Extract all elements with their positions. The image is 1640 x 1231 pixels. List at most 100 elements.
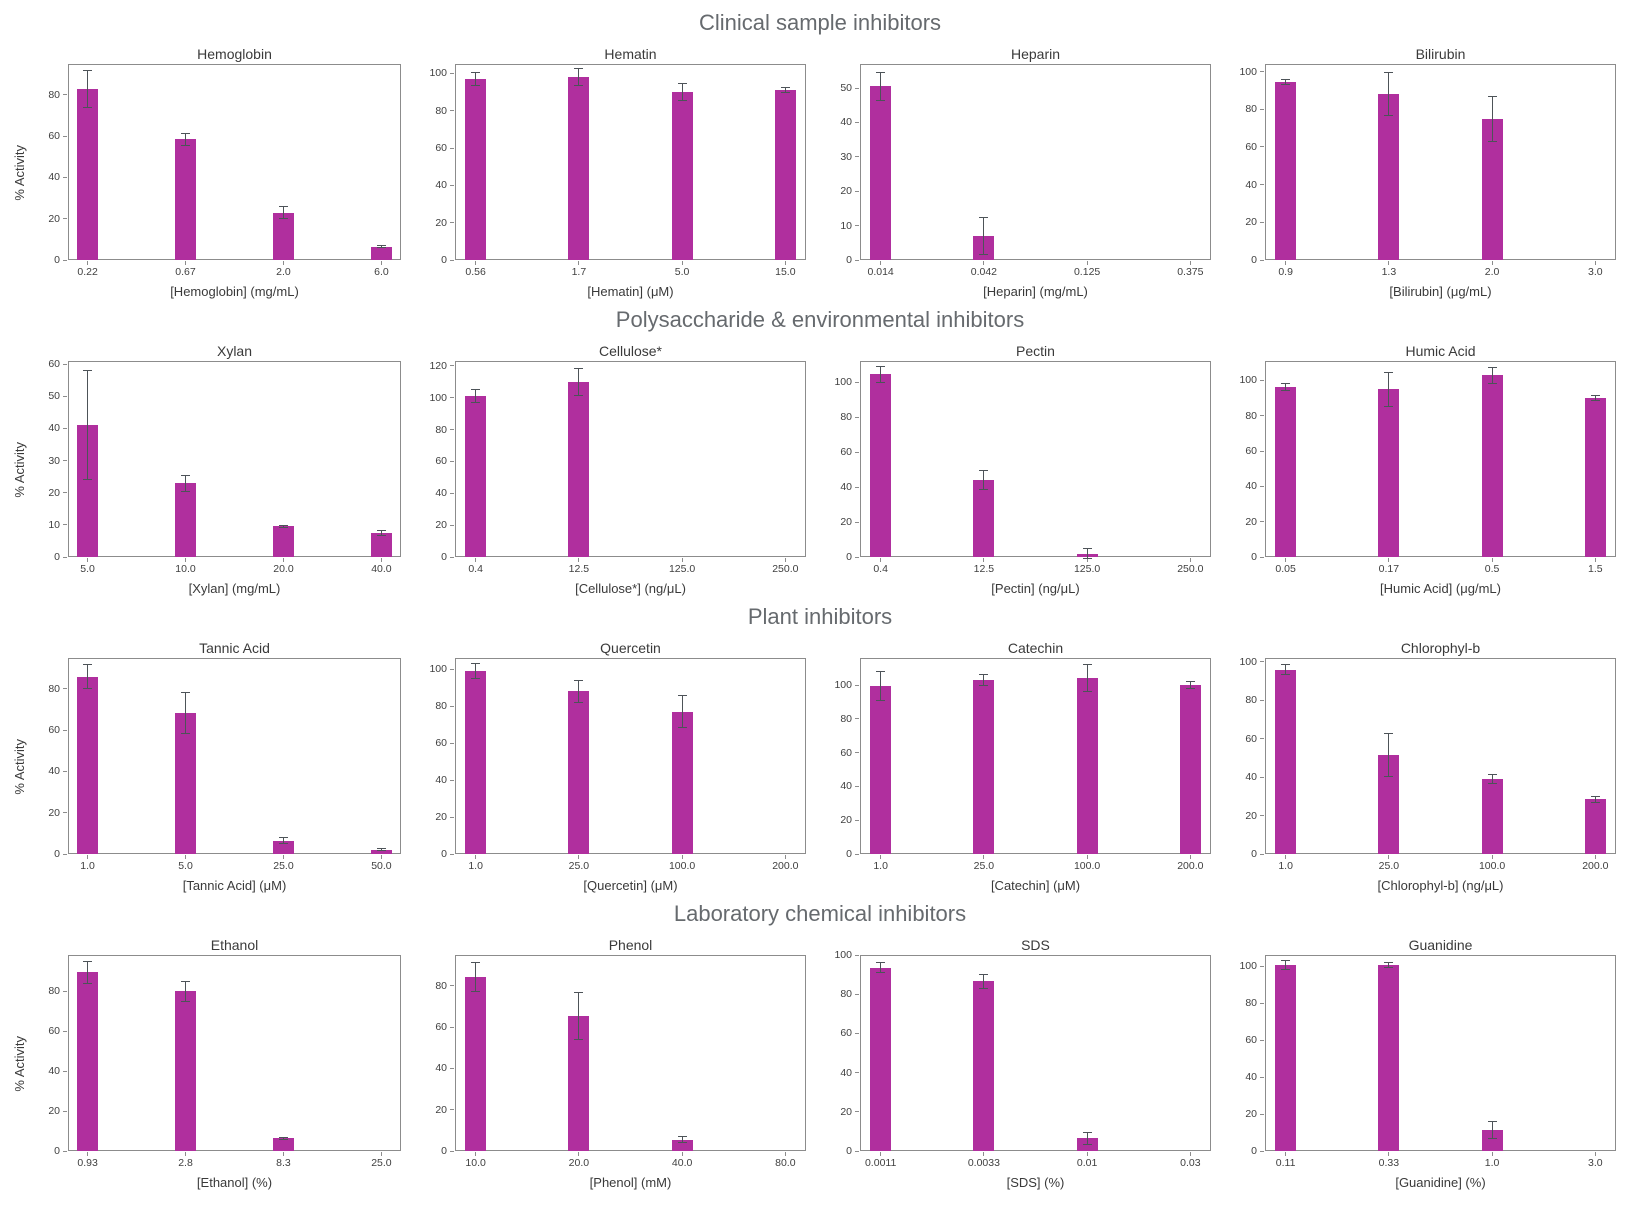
x-tick-mark <box>880 1152 882 1156</box>
x-tick-mark <box>1189 1152 1191 1156</box>
x-tick-mark <box>1086 261 1088 265</box>
y-tick-mark <box>63 135 67 137</box>
section-title: Laboratory chemical inhibitors <box>673 901 967 926</box>
y-tick-mark <box>855 416 859 418</box>
y-tick-mark <box>450 429 454 431</box>
subplot-main: Hemoglobin 0 20 40 60 80 0.22 0.67 2.0 6.0 [Hemogl… <box>28 44 415 301</box>
y-tick-mark <box>63 556 67 558</box>
x-tick-label: 10.0 <box>175 563 196 575</box>
y-tick-label: 60 <box>48 358 60 371</box>
y-tick-mark <box>855 954 859 956</box>
plot-area: 0 20 40 60 80 100 <box>834 949 1211 1157</box>
x-tick-mark <box>87 1152 89 1156</box>
error-bar <box>983 674 985 686</box>
x-axis-label: [Catechin] (μM) <box>990 878 1081 893</box>
y-tick-mark <box>63 395 67 397</box>
error-bar-cap <box>1590 400 1600 402</box>
y-tick-mark <box>1260 415 1264 417</box>
plot-area: 0 20 40 60 80 100 120 <box>429 360 806 563</box>
y-tick-label: 80 <box>1245 694 1257 707</box>
error-bar-cap <box>574 679 584 681</box>
error-bar-cap <box>1487 382 1497 384</box>
bar <box>272 526 294 557</box>
y-axis-label: % Activity <box>11 738 27 795</box>
y-tick-mark <box>63 1070 67 1072</box>
error-bar <box>185 133 187 146</box>
y-tick-mark <box>1260 556 1264 558</box>
error-bar <box>1086 1132 1088 1145</box>
y-tick-mark <box>450 259 454 261</box>
y-axis-label: % Activity <box>11 144 27 201</box>
error-bar <box>578 992 580 1040</box>
error-bar-cap <box>677 99 687 101</box>
error-bar-cap <box>677 726 687 728</box>
y-tick-mark <box>1260 1113 1264 1115</box>
y-tick-label: 0 <box>846 848 852 860</box>
x-tick-label: 125.0 <box>668 563 696 575</box>
error-bar-cap <box>979 987 989 989</box>
x-tick-mark <box>475 1152 477 1156</box>
x-tick-label: 0.11 <box>1275 1157 1296 1169</box>
bar <box>1275 386 1297 557</box>
x-tick-label: 5.0 <box>80 563 95 575</box>
error-bar-cap <box>181 1000 191 1002</box>
y-tick-label: 20 <box>840 516 852 528</box>
x-tick-label: 1.0 <box>1278 860 1293 872</box>
y-tick-label: 60 <box>1245 140 1257 153</box>
chart-title: Xylan <box>216 343 253 359</box>
error-bar <box>1594 395 1596 401</box>
y-tick-label: 40 <box>48 422 60 435</box>
x-tick-mark <box>1594 855 1596 859</box>
x-tick-label: 6.0 <box>374 266 389 278</box>
y-tick-label: 40 <box>840 1066 852 1079</box>
axes-frame <box>68 361 401 557</box>
axes-frame <box>860 658 1211 854</box>
error-bar-cap <box>1384 115 1394 117</box>
x-tick-mark <box>87 855 89 859</box>
bar <box>1275 669 1297 854</box>
error-bar-cap <box>574 367 584 369</box>
subplot-main: Hematin 0 20 40 60 80 100 0.56 1.7 5.0 15.0 [Hemati… <box>415 44 820 301</box>
axes-frame <box>455 64 806 260</box>
section: Laboratory chemical inhibitors % Activity… <box>10 897 1630 1192</box>
y-tick-mark <box>450 397 454 399</box>
x-tick-label: 0.03 <box>1180 1157 1201 1169</box>
y-tick-mark <box>63 492 67 494</box>
error-bar-cap <box>574 991 584 993</box>
y-tick-mark <box>63 688 67 690</box>
chart-title: Catechin <box>1007 640 1064 656</box>
x-tick-label: 0.4 <box>873 563 888 575</box>
bar <box>370 849 392 854</box>
error-bar-cap <box>979 217 989 219</box>
error-bar-cap <box>83 69 93 71</box>
axes-frame <box>455 658 806 854</box>
error-bar-cap <box>1487 783 1497 785</box>
error-bar <box>1388 372 1390 407</box>
x-tick-row: 0.9 1.3 2.0 3.0 <box>1265 266 1616 283</box>
y-tick-label: 20 <box>48 486 60 499</box>
y-tick-label: 80 <box>48 88 60 101</box>
y-tick-mark <box>63 1030 67 1032</box>
y-tick-label: 40 <box>1245 771 1257 784</box>
y-tick-label: 20 <box>1245 515 1257 528</box>
y-tick-mark <box>1260 1039 1264 1041</box>
y-tick-mark <box>855 993 859 995</box>
y-tick-label: 100 <box>429 391 447 404</box>
x-axis-label: [Pectin] (ng/μL) <box>991 581 1080 596</box>
subplot-guanidine: Guanidine 0 20 40 60 80 100 0.11 0.33 1.0 3.0 [Guan… <box>1225 935 1630 1192</box>
error-bar-cap <box>1185 687 1195 689</box>
x-tick-mark <box>282 855 284 859</box>
y-tick-label: 60 <box>840 746 852 759</box>
y-tick-label: 20 <box>840 814 852 827</box>
bar <box>77 88 99 260</box>
plot-area: 0 20 40 60 80 <box>48 64 401 266</box>
x-tick-label: 250.0 <box>772 563 799 575</box>
x-tick-label: 15.0 <box>775 266 796 278</box>
error-bar <box>87 961 89 983</box>
error-bar-cap <box>471 401 481 403</box>
error-bar <box>681 695 683 728</box>
x-tick-mark <box>185 1152 187 1156</box>
bar <box>774 90 796 260</box>
y-tick-mark <box>450 1067 454 1069</box>
x-tick-label: 50.0 <box>371 860 392 872</box>
